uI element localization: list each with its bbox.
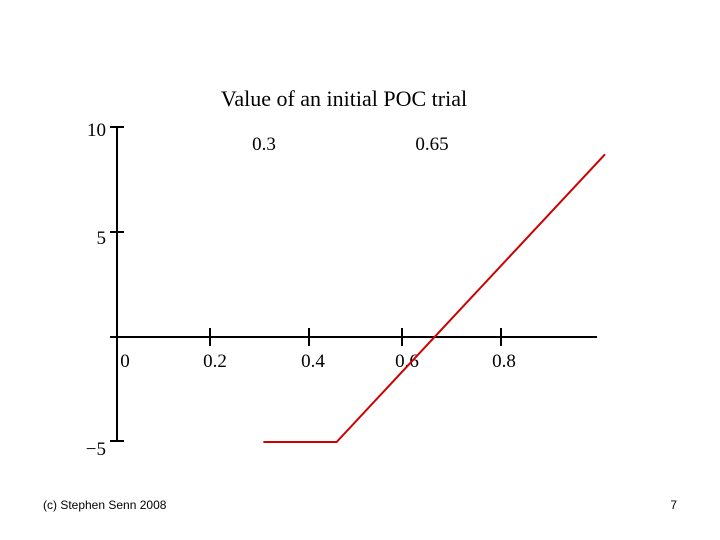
x-tick-label-0.2: 0.2: [203, 351, 227, 372]
x-axis: 0 0.2 0.4 0.6 0.8: [110, 328, 597, 372]
x-tick-label-0.6: 0.6: [395, 351, 419, 372]
annotation-1: 0.65: [415, 134, 448, 155]
annotation-0: 0.3: [252, 134, 276, 155]
chart-title: Value of an initial POC trial: [221, 86, 467, 111]
series-layer: [263, 153, 606, 443]
x-tick-label-0.4: 0.4: [301, 351, 325, 372]
x-tick-label-0: 0: [120, 351, 130, 372]
series-line-0: [263, 153, 606, 443]
x-tick-label-0.8: 0.8: [492, 351, 516, 372]
y-tick-label-5: 5: [97, 228, 107, 249]
footer-copyright: (c) Stephen Senn 2008: [43, 498, 167, 512]
y-tick-label-10: 10: [87, 120, 106, 141]
slide-number: 7: [670, 498, 677, 512]
y-tick-label--5: −5: [86, 439, 106, 460]
y-axis: 10 5 −5: [86, 120, 124, 460]
